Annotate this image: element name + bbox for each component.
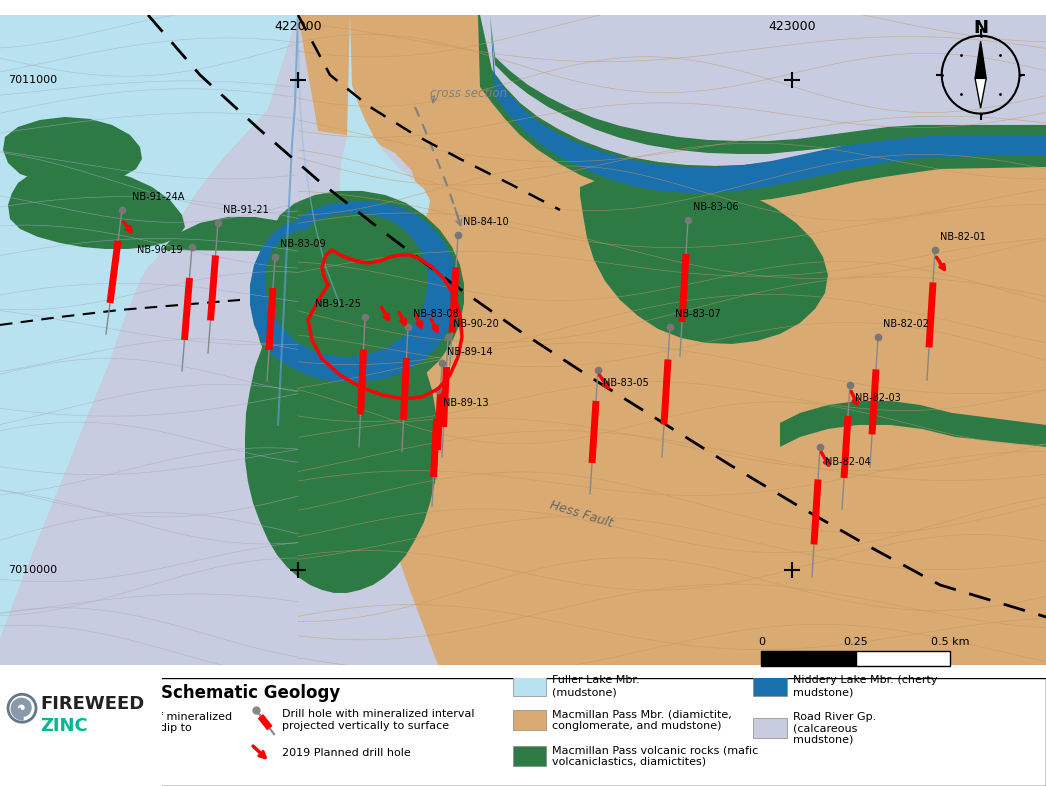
Text: NB-91-21: NB-91-21 [223,205,269,215]
Text: 0.25: 0.25 [843,637,868,647]
Text: NB-83-07: NB-83-07 [675,309,721,319]
Polygon shape [480,15,1046,166]
Text: 7011000: 7011000 [8,75,58,85]
Text: NB-82-02: NB-82-02 [883,319,929,329]
Text: 0.5 km: 0.5 km [931,637,969,647]
Text: NB-91-25: NB-91-25 [315,299,361,309]
Polygon shape [265,213,428,357]
Text: Boundary Zone Schematic Geology: Boundary Zone Schematic Geology [13,685,340,703]
Text: 2019 Planned drill hole: 2019 Planned drill hole [282,748,411,758]
Polygon shape [478,15,1046,203]
Polygon shape [0,260,332,665]
Bar [856,651,950,666]
Text: Fuller Lake Mbr.
(mudstone): Fuller Lake Mbr. (mudstone) [552,675,640,697]
Text: NB-83-08: NB-83-08 [413,309,458,319]
Polygon shape [975,42,986,79]
Polygon shape [298,15,1046,665]
Bar [513,711,546,730]
Polygon shape [579,175,828,344]
Text: 7010000: 7010000 [8,565,58,575]
Polygon shape [8,167,185,249]
Text: Niddery Lake Mbr. (cherty
mudstone): Niddery Lake Mbr. (cherty mudstone) [793,675,937,697]
Text: NB-89-13: NB-89-13 [444,398,488,408]
Text: NB-82-03: NB-82-03 [855,393,901,403]
Text: 422000: 422000 [274,20,322,33]
Text: N: N [973,20,988,38]
Text: Macmillan Pass Mbr. (diamictite,
conglomerate, and mudstone): Macmillan Pass Mbr. (diamictite, conglom… [552,710,732,731]
Text: NB-83-05: NB-83-05 [602,378,649,388]
Text: NB-83-09: NB-83-09 [280,239,325,249]
Text: NB-82-04: NB-82-04 [825,457,870,467]
Text: 423000: 423000 [768,20,816,33]
Polygon shape [3,117,142,185]
Text: NB-84-10: NB-84-10 [463,217,508,227]
Text: Road River Gp.
(calcareous
mudstone): Road River Gp. (calcareous mudstone) [793,711,877,745]
Text: Drill hole with mineralized interval
projected vertically to surface: Drill hole with mineralized interval pro… [282,710,475,731]
Text: ZINC: ZINC [40,717,88,735]
Polygon shape [253,191,464,399]
Text: Hess Fault: Hess Fault [548,498,614,530]
Text: NB-89-14: NB-89-14 [447,347,493,357]
Polygon shape [340,15,430,235]
Text: Macmillan Pass volcanic rocks (mafic
volcaniclastics, diamictites): Macmillan Pass volcanic rocks (mafic vol… [552,745,758,767]
Text: NB-90-19: NB-90-19 [137,245,183,255]
Text: FIREWEED: FIREWEED [40,696,144,713]
Polygon shape [0,15,298,640]
Bar [753,676,787,696]
Polygon shape [780,401,1046,447]
Text: cross section: cross section [430,87,507,100]
Bar [753,718,787,738]
Polygon shape [250,201,458,382]
Polygon shape [0,15,1046,665]
Text: Interpreted limits of mineralized
zone, projected up-dip to
surface: Interpreted limits of mineralized zone, … [52,711,232,745]
Bar [761,651,856,666]
Text: NB-82-01: NB-82-01 [940,232,985,242]
Text: 0: 0 [758,637,765,647]
Text: NB-83-06: NB-83-06 [693,202,738,212]
Text: NB-90-20: NB-90-20 [453,319,499,329]
Polygon shape [490,15,1046,193]
Polygon shape [162,217,438,593]
Polygon shape [0,15,298,640]
Bar [513,746,546,766]
Polygon shape [490,15,1046,154]
Text: NB-91-24A: NB-91-24A [132,192,184,202]
Polygon shape [975,79,986,108]
Bar [513,676,546,696]
